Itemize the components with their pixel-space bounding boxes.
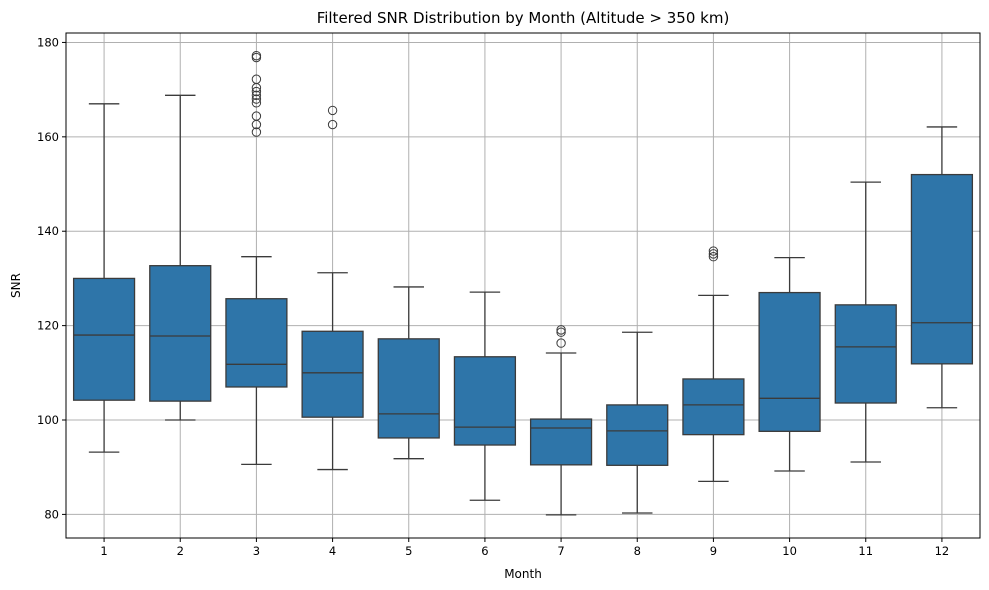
outlier-point [251,98,262,108]
plot-frame [65,32,981,539]
outlier-point [327,105,338,116]
iqr-box [377,338,440,439]
y-tick-label: 160 [37,130,59,144]
outlier-point [556,327,566,337]
outlier-point [251,74,262,84]
x-tick-label: 2 [177,544,184,558]
outlier-point [556,325,566,335]
x-tick-label: 1 [100,544,107,558]
outlier-point [251,94,262,104]
outlier-point [708,252,719,262]
iqr-box [453,356,517,446]
x-tick-label: 3 [253,544,260,558]
y-tick-label: 140 [37,224,59,238]
iqr-box [225,298,288,388]
iqr-box [72,277,136,401]
outlier-point [251,50,262,61]
outlier-point [251,90,262,100]
boxes-layer [72,50,974,516]
y-tick-label: 180 [37,35,59,49]
chart-title: Filtered SNR Distribution by Month (Alti… [317,9,730,27]
y-tick-label: 80 [44,507,59,521]
x-tick-label: 9 [710,544,717,558]
outlier-point [251,86,262,97]
outlier-point [251,111,262,121]
x-tick-label: 7 [557,544,564,558]
y-axis-label: SNR [9,273,23,298]
y-tick-label: 120 [37,319,59,333]
x-tick-label: 4 [329,544,336,558]
x-tick-label: 6 [481,544,488,558]
x-tick-label: 5 [405,544,412,558]
x-tick-label: 12 [935,544,950,558]
x-tick-label: 8 [634,544,641,558]
iqr-box [758,291,821,432]
x-tick-label: 11 [858,544,873,558]
y-tick-label: 100 [37,413,59,427]
outlier-point [708,249,719,259]
iqr-box [682,378,745,436]
iqr-box [834,304,897,404]
outlier-point [556,338,566,348]
iqr-box [606,404,669,466]
x-tick-label: 10 [782,544,797,558]
iqr-box [301,330,364,418]
outlier-point [251,127,262,137]
iqr-box [910,173,974,365]
outlier-point [327,119,338,130]
iqr-box [529,418,593,466]
x-axis-label: Month [504,567,542,581]
outlier-point [708,246,719,256]
iqr-box [149,265,212,402]
